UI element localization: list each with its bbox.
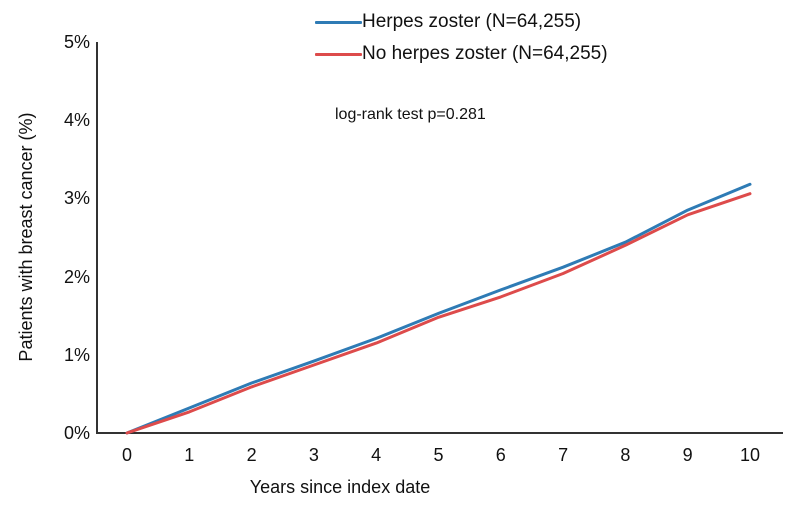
y-tick-label: 4%	[63, 110, 90, 131]
x-tick-label: 9	[682, 445, 693, 465]
legend: Herpes zoster (N=64,255) No herpes zoste…	[315, 6, 608, 70]
line-no-herpes-zoster	[125, 192, 752, 435]
legend-item-herpes-zoster: Herpes zoster (N=64,255)	[315, 6, 608, 38]
x-tick-label: 5	[433, 445, 444, 465]
x-tick-label: 0	[121, 445, 132, 465]
x-tick-label: 6	[495, 445, 506, 465]
x-tick-label: 2	[246, 445, 257, 465]
x-axis-title: Years since index date	[249, 477, 431, 497]
y-tick-label: 5%	[63, 32, 90, 52]
x-tick-label: 3	[308, 445, 319, 465]
legend-item-no-herpes-zoster: No herpes zoster (N=64,255)	[315, 38, 608, 70]
legend-label-herpes-zoster: Herpes zoster (N=64,255)	[362, 11, 582, 32]
legend-line-swatch-herpes-zoster	[315, 20, 362, 24]
y-tick-label: 0%	[63, 423, 90, 443]
line-herpes-zoster	[125, 182, 752, 435]
x-tick-label: 10	[739, 445, 761, 465]
pvalue-annotation: log-rank test p=0.281	[335, 106, 486, 123]
y-tick-label: 2%	[63, 266, 90, 287]
y-tick-label: 1%	[63, 344, 90, 365]
x-tick-label: 1	[184, 445, 195, 465]
y-tick-label: 3%	[63, 188, 90, 209]
legend-line-swatch-no-herpes-zoster	[315, 52, 362, 56]
x-tick-label: 7	[558, 445, 569, 465]
x-tick-label: 8	[620, 445, 631, 465]
x-tick-label: 4	[371, 445, 382, 465]
legend-label-no-herpes-zoster: No herpes zoster (N=64,255)	[362, 43, 608, 64]
